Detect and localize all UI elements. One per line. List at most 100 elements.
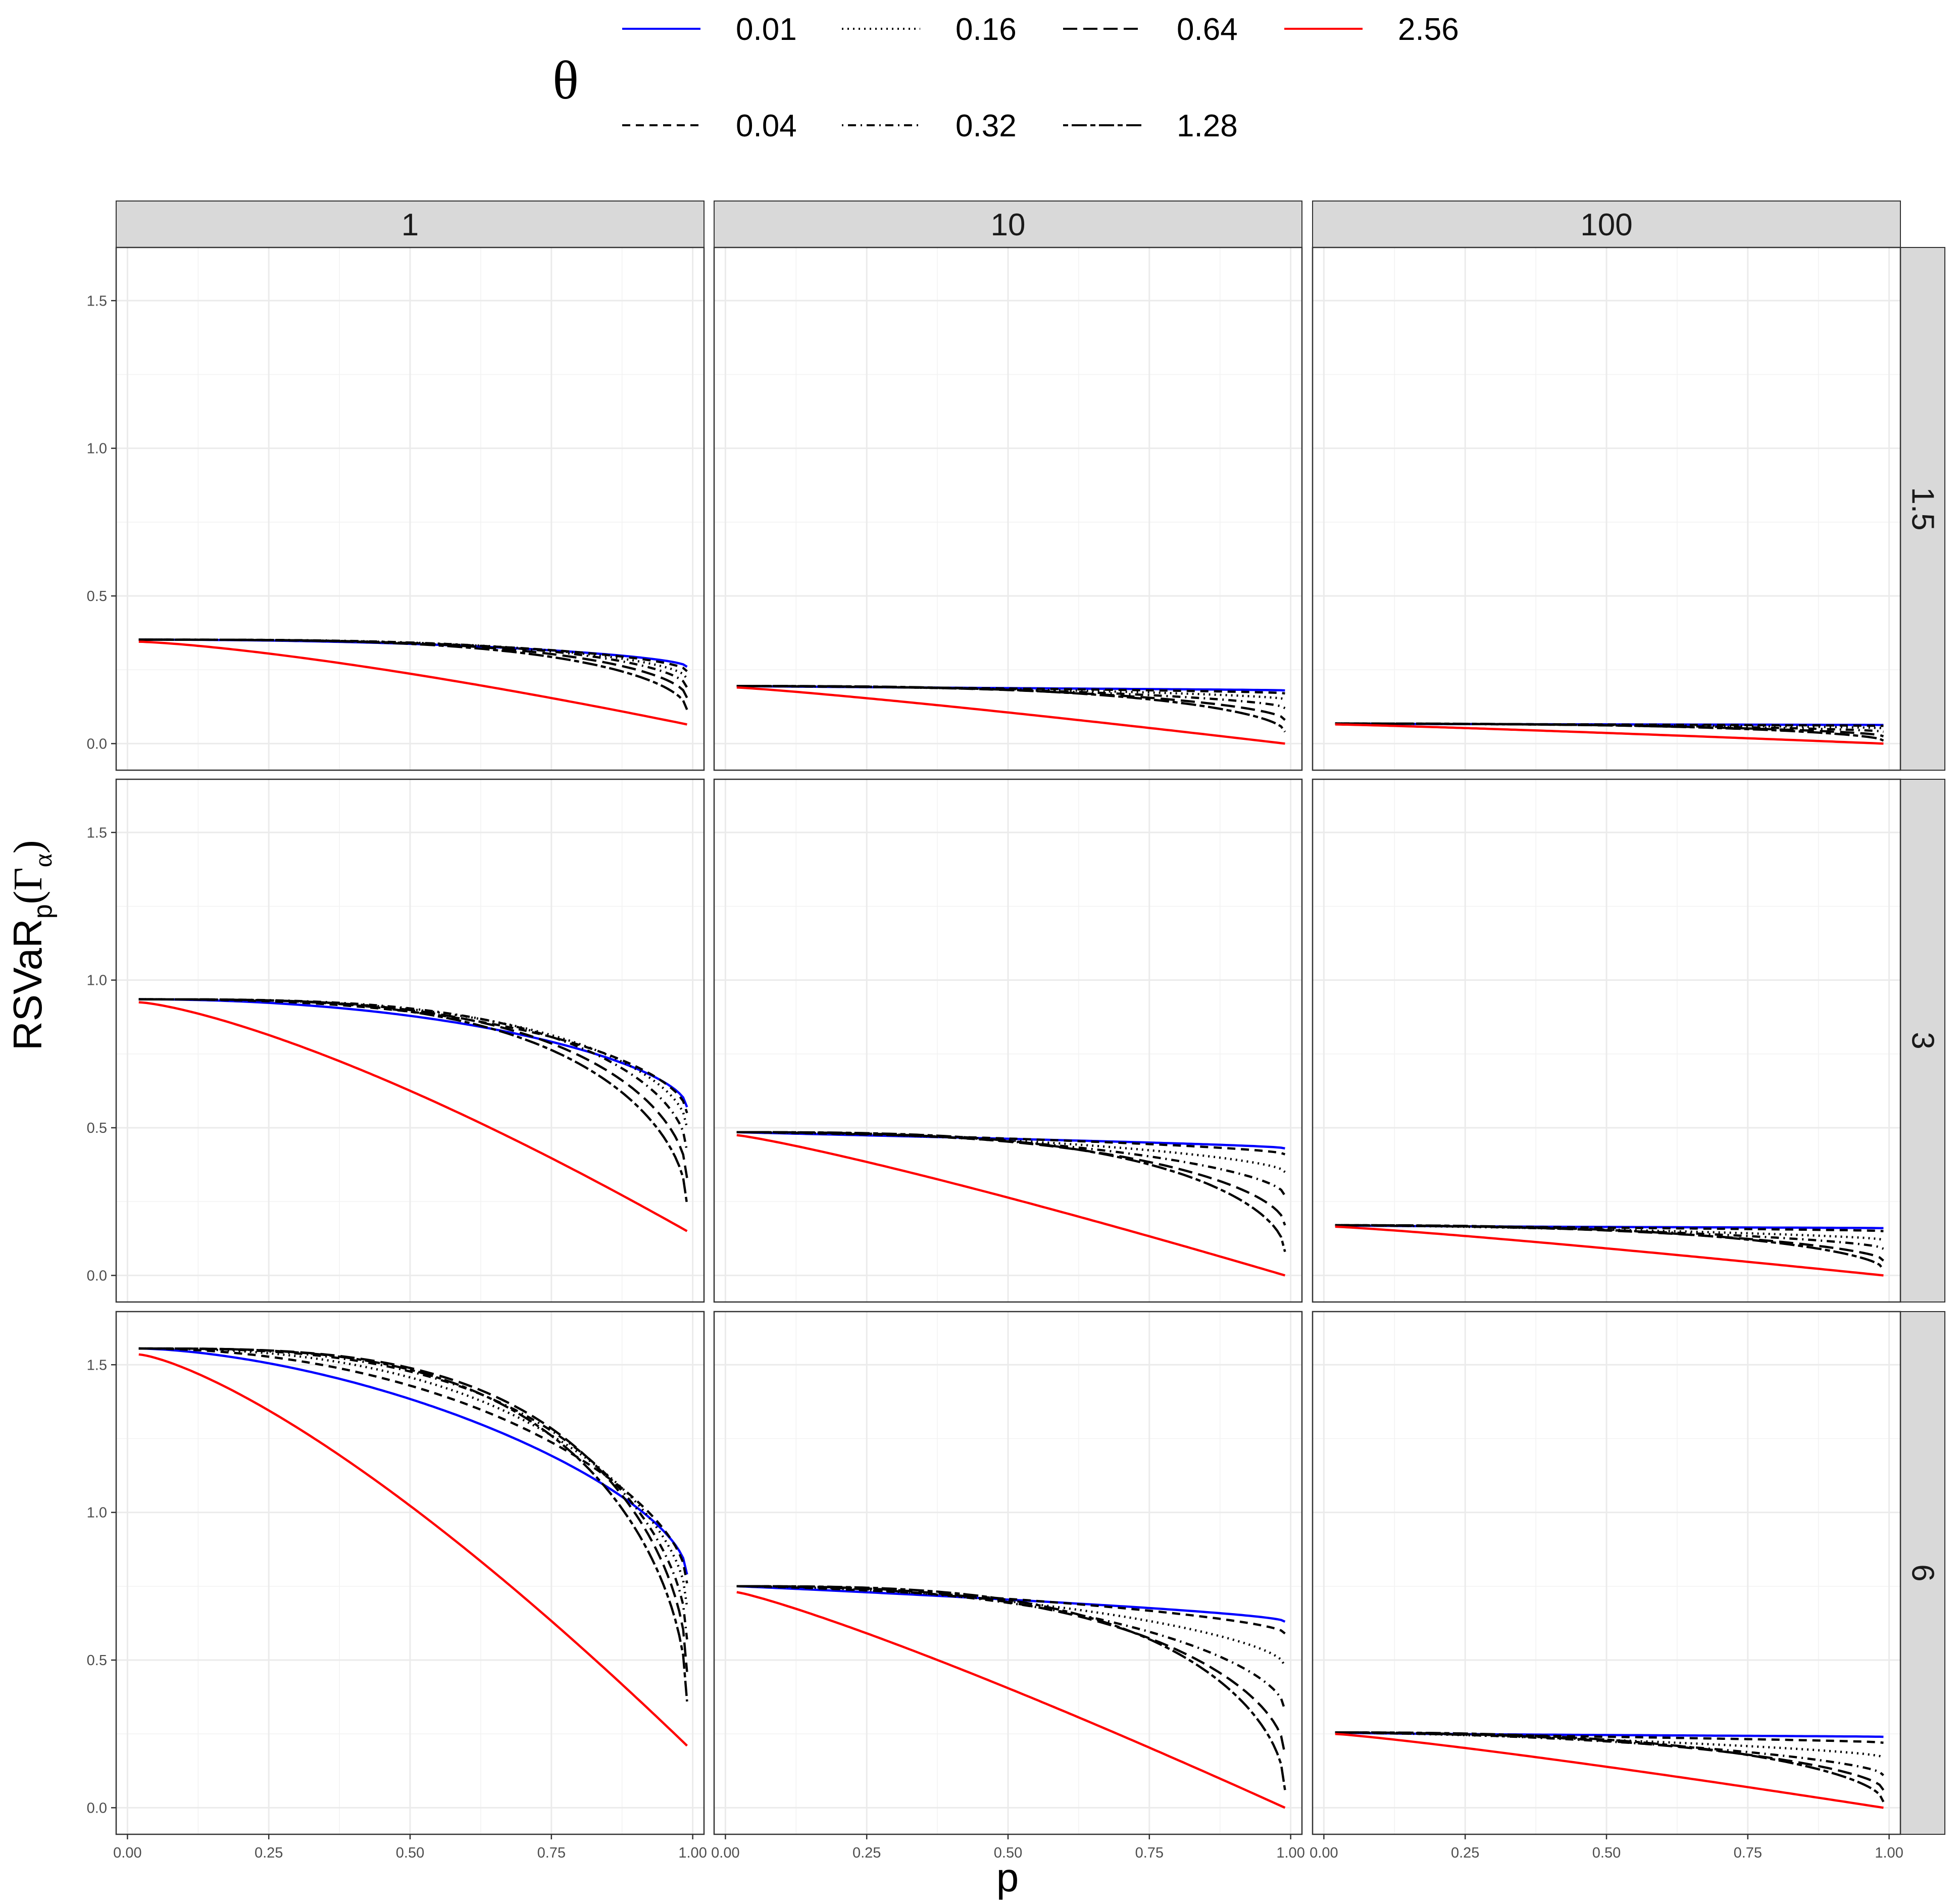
col-strip-bg [714, 201, 1302, 248]
panel-border [713, 246, 1303, 771]
x-tick-label: 0.75 [1135, 1845, 1164, 1861]
y-title-paren-sub: α [29, 854, 58, 867]
y-axis: 0.0 0.5 1.0 1.5 0.0 0.5 1.0 1.5 0.0 0.5 1.0 1.5 [87, 293, 116, 1816]
series-line-2.56 [138, 1001, 688, 1232]
legend-label: 2.56 [1398, 12, 1459, 47]
panels [115, 246, 1901, 1835]
y-tick-label: 0.0 [87, 1268, 107, 1284]
panel [1312, 1311, 1901, 1835]
panel-border [115, 778, 705, 1303]
y-tick-label: 1.5 [87, 1357, 107, 1373]
legend-label: 1.28 [1177, 109, 1238, 143]
column-strips: 1 10 100 [116, 201, 1901, 248]
panel-border [115, 246, 705, 771]
x-tick-label: 0.25 [1451, 1845, 1479, 1861]
row-strip-bg [1900, 247, 1945, 771]
y-tick-label: 1.0 [87, 441, 107, 457]
panel [713, 1311, 1303, 1835]
legend-label: 0.64 [1177, 12, 1238, 47]
series-line-1.28 [138, 998, 688, 1205]
series-line-0.01 [138, 1347, 688, 1575]
y-title-paren-close: ) [6, 840, 51, 854]
legend-item: 2.56 [1284, 12, 1459, 47]
series-line-0.32 [138, 998, 688, 1152]
legend-item: 1.28 [1063, 109, 1238, 143]
legend-item: 0.16 [842, 12, 1017, 47]
y-title-paren-open: (Γ [6, 867, 51, 904]
y-tick-label: 1.0 [87, 1505, 107, 1521]
series-line-1.28 [736, 685, 1286, 733]
row-strip-label: 1.5 [1905, 487, 1940, 530]
series-line-1.28 [1335, 1224, 1885, 1271]
x-tick-label: 0.25 [852, 1845, 881, 1861]
x-tick-label: 0.00 [1310, 1845, 1338, 1861]
panel [115, 1311, 705, 1835]
panel [713, 778, 1303, 1303]
x-tick-label: 0.00 [113, 1845, 141, 1861]
x-tick-label: 0.50 [396, 1845, 424, 1861]
x-tick-label: 0.50 [1592, 1845, 1621, 1861]
series-line-2.56 [736, 1591, 1286, 1809]
series-line-0.16 [138, 998, 688, 1128]
series-line-0.04 [1335, 1731, 1884, 1744]
y-tick-label: 0.0 [87, 736, 107, 752]
panel [713, 246, 1303, 771]
y-tick-label: 1.0 [87, 973, 107, 989]
col-strip: 1 [116, 201, 705, 248]
panel-border [1312, 778, 1901, 1303]
series-line-2.56 [1335, 1225, 1884, 1277]
legend: θ 0.01 0.04 0.16 0.32 0.64 1.28 2.56 [552, 12, 1459, 143]
series-line-0.04 [736, 685, 1285, 695]
series-line-1.28 [1335, 722, 1884, 742]
col-strip-label: 10 [991, 208, 1026, 242]
col-strip: 10 [714, 201, 1302, 248]
row-strip: 1.5 [1900, 247, 1945, 771]
legend-label: 0.04 [736, 109, 797, 143]
series-line-1.28 [138, 638, 688, 710]
y-tick-label: 1.5 [87, 825, 107, 841]
y-title-sub: p [28, 904, 58, 919]
panel-border [713, 778, 1303, 1303]
series-line-0.16 [1335, 1224, 1884, 1241]
x-tick-label: 0.25 [255, 1845, 283, 1861]
legend-item: 0.32 [842, 109, 1017, 143]
series-line-1.28 [736, 1131, 1286, 1252]
row-strip-bg [1900, 1311, 1945, 1835]
x-tick-label: 1.00 [678, 1845, 707, 1861]
col-strip-bg [1312, 201, 1901, 248]
legend-item: 0.64 [1063, 12, 1238, 47]
x-tick-label: 1.00 [1875, 1845, 1903, 1861]
x-tick-label: 0.00 [711, 1845, 739, 1861]
panel [115, 778, 705, 1303]
series-line-0.04 [1335, 1224, 1884, 1232]
series-line-0.04 [138, 1347, 688, 1584]
y-title-main: RSVaR [5, 919, 50, 1050]
series-line-2.56 [1335, 1732, 1884, 1809]
series-line-0.04 [736, 1585, 1286, 1635]
series-line-2.56 [138, 640, 687, 726]
legend-title: θ [552, 51, 579, 111]
legend-item: 0.04 [622, 109, 797, 143]
col-strip-label: 1 [401, 208, 419, 242]
series-line-1.28 [736, 1585, 1286, 1790]
y-tick-label: 0.5 [87, 1652, 107, 1669]
row-strip-label: 6 [1905, 1564, 1940, 1581]
series-line-0.01 [138, 998, 688, 1108]
col-strip-label: 100 [1580, 208, 1632, 242]
series-line-0.16 [736, 685, 1285, 700]
series-line-0.04 [736, 1131, 1286, 1156]
legend-item: 0.01 [622, 12, 797, 47]
row-strips: 1.5 3 6 [1900, 247, 1945, 1835]
panel [1312, 778, 1901, 1303]
x-tick-label: 1.00 [1276, 1845, 1304, 1861]
legend-label: 0.01 [736, 12, 797, 47]
x-tick-label: 0.75 [1734, 1845, 1762, 1861]
y-tick-label: 0.5 [87, 1120, 107, 1136]
series-line-2.56 [736, 1134, 1286, 1277]
y-tick-label: 1.5 [87, 293, 107, 309]
x-tick-label: 0.50 [994, 1845, 1022, 1861]
panel [115, 246, 705, 771]
series-line-2.56 [1335, 723, 1884, 745]
y-axis-title: RSVaRp(Γα) [5, 840, 58, 1050]
series-line-0.16 [1335, 722, 1884, 730]
